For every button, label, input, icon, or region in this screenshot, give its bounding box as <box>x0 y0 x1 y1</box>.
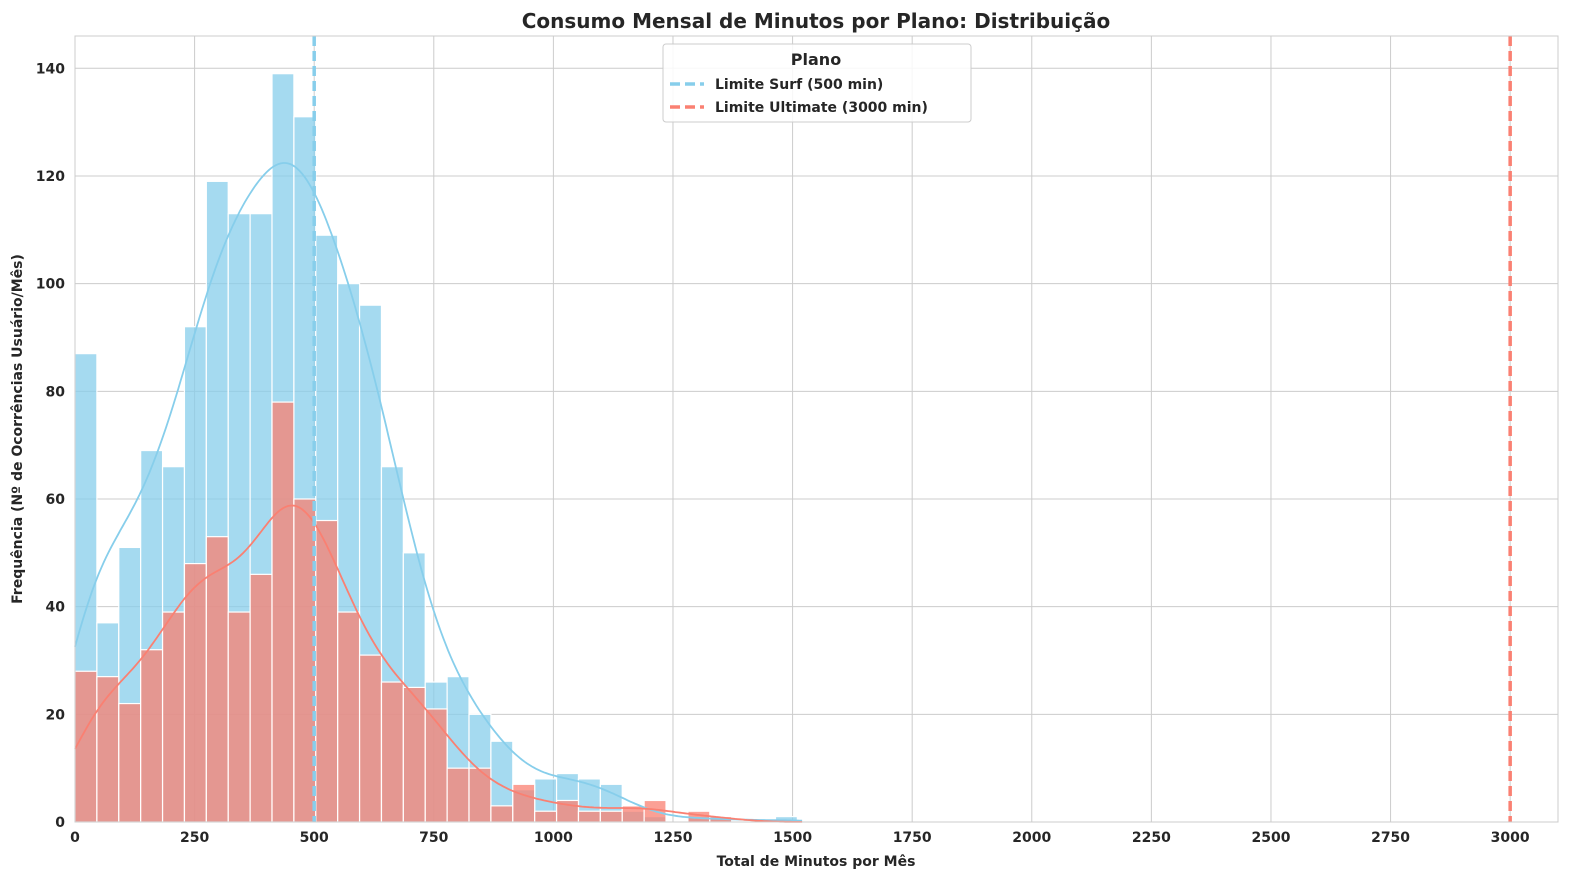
bar-ultimate <box>227 611 251 823</box>
bar-ultimate <box>161 611 186 823</box>
bar-ultimate <box>337 611 361 823</box>
y-axis-label: Frequência (Nº de Ocorrências Usuário/Mê… <box>10 254 26 604</box>
legend-label-ultimate: Limite Ultimate (3000 min) <box>715 100 928 116</box>
y-tick-label: 80 <box>46 384 66 400</box>
y-tick-label: 120 <box>36 169 65 185</box>
bar-ultimate <box>490 805 514 823</box>
x-tick-label: 500 <box>300 830 329 846</box>
x-tick-label: 2250 <box>1132 830 1171 846</box>
bar-ultimate <box>577 810 601 823</box>
bar-ultimate <box>446 767 470 823</box>
chart-title: Consumo Mensal de Minutos por Plano: Dis… <box>522 9 1111 33</box>
x-tick-label: 250 <box>180 830 209 846</box>
legend-label-surf: Limite Surf (500 min) <box>715 77 883 93</box>
x-tick-label: 3000 <box>1491 830 1530 846</box>
legend: Plano Limite Surf (500 min) Limite Ultim… <box>662 43 972 123</box>
bar-ultimate <box>140 649 164 823</box>
x-tick-label: 1500 <box>773 830 812 846</box>
bar-ultimate <box>205 536 229 823</box>
x-tick-label: 1250 <box>653 830 692 846</box>
x-tick-label: 1000 <box>534 830 573 846</box>
bar-ultimate <box>271 401 295 823</box>
y-tick-label: 60 <box>46 492 66 508</box>
x-tick-label: 2750 <box>1371 830 1410 846</box>
kde-line-ultimate <box>74 504 803 823</box>
bar-ultimate <box>424 708 448 823</box>
bar-ultimate <box>534 810 558 823</box>
bar-ultimate <box>599 810 623 823</box>
x-tick-label: 1750 <box>893 830 932 846</box>
x-tick-label: 0 <box>70 830 80 846</box>
bar-ultimate <box>402 686 426 823</box>
bar-ultimate <box>512 783 536 823</box>
x-axis-label: Total de Minutos por Mês <box>717 854 916 870</box>
y-tick-label: 40 <box>46 600 66 616</box>
x-tick-label: 2000 <box>1012 830 1051 846</box>
bar-ultimate <box>380 681 404 823</box>
kde-line-surf <box>74 162 803 822</box>
plot-frame <box>74 35 1559 823</box>
x-tick-label: 750 <box>419 830 448 846</box>
bar-ultimate <box>183 562 207 823</box>
bar-ultimate <box>74 670 98 823</box>
legend-box <box>662 43 972 123</box>
legend-title: Plano <box>791 50 841 69</box>
bar-ultimate <box>96 676 120 823</box>
y-tick-label: 140 <box>36 61 65 77</box>
y-tick-label: 0 <box>55 815 65 831</box>
bar-ultimate <box>358 654 383 823</box>
y-tick-label: 100 <box>36 277 65 293</box>
bar-ultimate <box>315 519 339 823</box>
x-tick-label: 2500 <box>1251 830 1290 846</box>
y-tick-label: 20 <box>46 707 66 723</box>
bar-ultimate <box>118 702 142 823</box>
bar-ultimate <box>249 573 273 823</box>
